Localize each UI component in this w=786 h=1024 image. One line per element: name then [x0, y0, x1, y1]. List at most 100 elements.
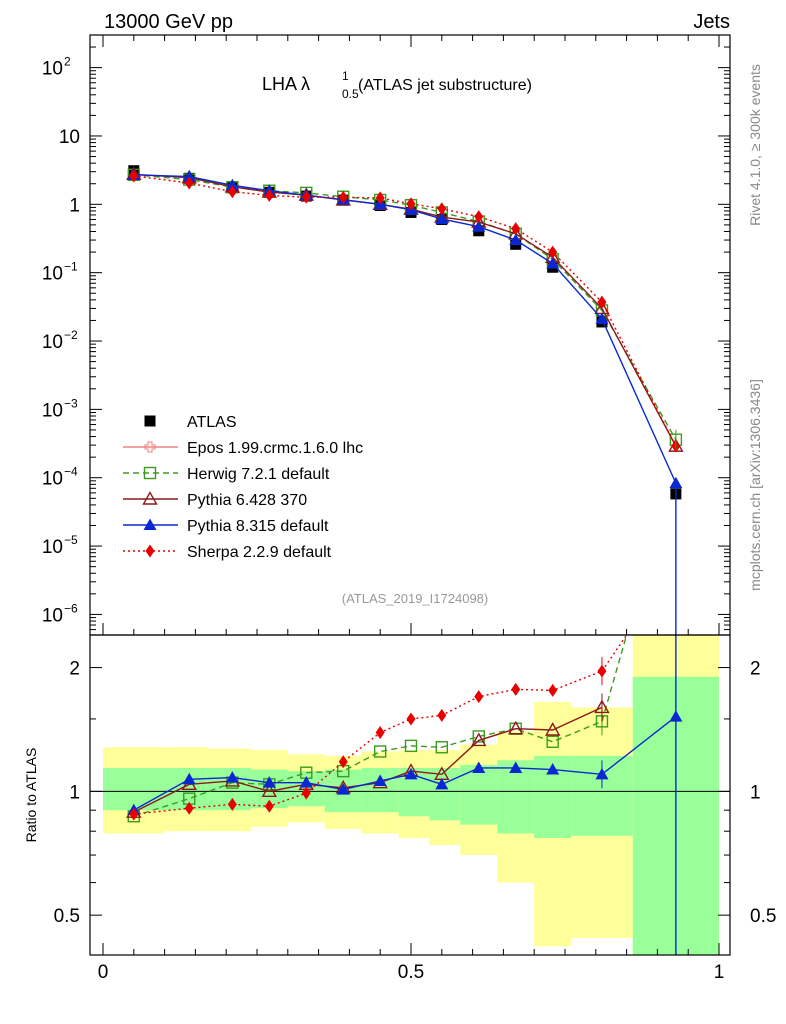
y-tick-label: 102	[42, 55, 71, 80]
data-point-sherpa	[375, 191, 385, 205]
y-tick-label: 10−3	[42, 396, 78, 421]
data-point-pythia8	[595, 312, 609, 324]
plot-title: LHA λ 1 0.5 (ATLAS jet substructure)	[262, 69, 532, 101]
ratio-point-herwig	[374, 745, 387, 758]
legend-entry-pythia6: Pythia 6.428 370	[123, 491, 307, 509]
data-point-sherpa	[406, 197, 416, 211]
data-point-sherpa	[511, 222, 521, 236]
ratio-point-pythia8	[435, 777, 449, 790]
legend-label-pythia6: Pythia 6.428 370	[187, 492, 307, 509]
data-point-pythia8	[225, 178, 239, 191]
ratio-point-pythia8	[472, 761, 486, 773]
legend-label-pythia8: Pythia 8.315 default	[187, 518, 329, 535]
ratio-line-pythia8	[133, 716, 677, 811]
ratio-point-sherpa	[548, 683, 558, 697]
y-tick-label: 10−1	[42, 260, 78, 285]
legend-marker-epos	[144, 441, 156, 453]
ratio-point-sherpa	[301, 786, 311, 800]
main-panel-frame	[89, 34, 731, 636]
y-tick-label: 10−2	[42, 328, 78, 353]
data-point-sherpa	[474, 210, 484, 224]
data-point-sherpa	[129, 169, 139, 183]
legend-marker-pythia6	[142, 491, 158, 505]
ratio-point-sherpa	[227, 797, 237, 811]
ratio-point-pythia6	[261, 783, 278, 798]
ratio-y-tick-label: 2	[69, 659, 80, 680]
data-point-sherpa	[338, 190, 348, 204]
plot-title-subscript: 0.5	[342, 87, 359, 101]
legend-label-sherpa: Sherpa 2.2.9 default	[187, 544, 332, 561]
ratio-series	[126, 634, 683, 955]
ratio-point-pythia8	[225, 771, 239, 783]
data-point-pythia8	[435, 212, 449, 224]
ratio-point-sherpa	[184, 801, 194, 815]
y-tick-label: 10−4	[42, 465, 78, 490]
uncertainty-band-stat	[103, 767, 165, 811]
legend-entry-atlas: ATLAS	[144, 414, 237, 431]
ratio-point-pythia6	[544, 722, 561, 736]
legend-marker-herwig	[143, 466, 157, 480]
legend-entry-pythia8: Pythia 8.315 default	[123, 518, 329, 535]
data-point-pythia8	[182, 170, 196, 182]
ratio-point-pythia8	[299, 776, 313, 788]
data-point-sherpa	[437, 202, 447, 216]
x-tick-label: 1	[714, 962, 725, 983]
legend: ATLAS Epos 1.99.crmc.1.6.0 lhc Herwig 7.2.…	[123, 414, 363, 561]
legend-label-epos: Epos 1.99.crmc.1.6.0 lhc	[187, 440, 363, 457]
main-axes: 102 10 1 10−1 10−2 10−3 10−4 10−5 10−6	[42, 34, 730, 636]
x-tick-label: 0.5	[398, 962, 424, 983]
ratio-panel-frame	[89, 634, 731, 956]
main-series	[126, 165, 684, 635]
plot-title-superscript: 1	[342, 69, 349, 83]
legend-label-atlas: ATLAS	[187, 414, 237, 431]
ratio-point-herwig	[435, 741, 448, 754]
legend-entry-sherpa: Sherpa 2.2.9 default	[123, 544, 332, 561]
y-tick-label: 1	[69, 195, 80, 216]
data-point-sherpa	[548, 245, 558, 259]
ratio-point-sherpa	[338, 755, 348, 769]
data-point-sherpa	[264, 188, 274, 202]
ratio-point-pythia8	[509, 761, 523, 773]
data-point-sherpa	[301, 190, 311, 204]
ratio-line-sherpa	[133, 634, 628, 815]
process-label: Jets	[693, 11, 730, 33]
data-point-pythia8	[509, 233, 523, 246]
ratio-point-pythia8	[336, 783, 350, 795]
ratio-point-sherpa	[129, 807, 139, 821]
ratio-point-sherpa	[437, 708, 447, 722]
plot-title-main: LHA λ	[262, 74, 310, 94]
data-point-sherpa	[184, 176, 194, 190]
ratio-point-sherpa	[406, 712, 416, 726]
ratio-point-sherpa	[511, 682, 521, 696]
analysis-id: (ATLAS_2019_I1724098)	[342, 591, 488, 606]
ratio-y-tick-label-right: 0.5	[750, 906, 776, 927]
ratio-point-sherpa	[375, 726, 385, 740]
legend-label-herwig: Herwig 7.2.1 default	[187, 466, 330, 483]
plot-title-rest: (ATLAS jet substructure)	[358, 77, 532, 94]
uncertainty-band-stat	[429, 767, 461, 821]
data-point-pythia8	[546, 257, 560, 269]
ratio-point-sherpa	[264, 799, 274, 813]
legend-marker-atlas	[144, 415, 156, 427]
ratio-point-pythia6	[508, 720, 524, 735]
uncertainty-band-stat	[460, 764, 498, 825]
rivet-version-label: Rivet 4.1.0, ≥ 300k events	[747, 64, 763, 226]
y-tick-label: 10−6	[42, 601, 78, 626]
data-point-sherpa	[597, 295, 607, 309]
series-sherpa	[129, 169, 681, 453]
legend-entry-epos: Epos 1.99.crmc.1.6.0 lhc	[123, 440, 363, 457]
data-point-pythia8	[472, 220, 486, 232]
mcplots-label: mcplots.cern.ch [arXiv:1306.3436]	[747, 379, 763, 591]
legend-marker-sherpa	[145, 544, 155, 558]
ratio-axes: 0.5 0.5 1 1 2 2 0 0.5 1	[54, 659, 777, 983]
ratio-point-herwig	[472, 730, 485, 743]
data-point-pythia8	[669, 476, 683, 489]
ratio-point-pythia8	[373, 774, 387, 786]
x-tick-label: 0	[98, 962, 109, 983]
data-point-sherpa	[227, 185, 237, 199]
ratio-point-pythia6	[471, 732, 487, 747]
series-line-sherpa	[133, 175, 677, 447]
ratio-y-tick-label-right: 1	[750, 782, 761, 803]
legend-marker-pythia8	[143, 518, 157, 530]
